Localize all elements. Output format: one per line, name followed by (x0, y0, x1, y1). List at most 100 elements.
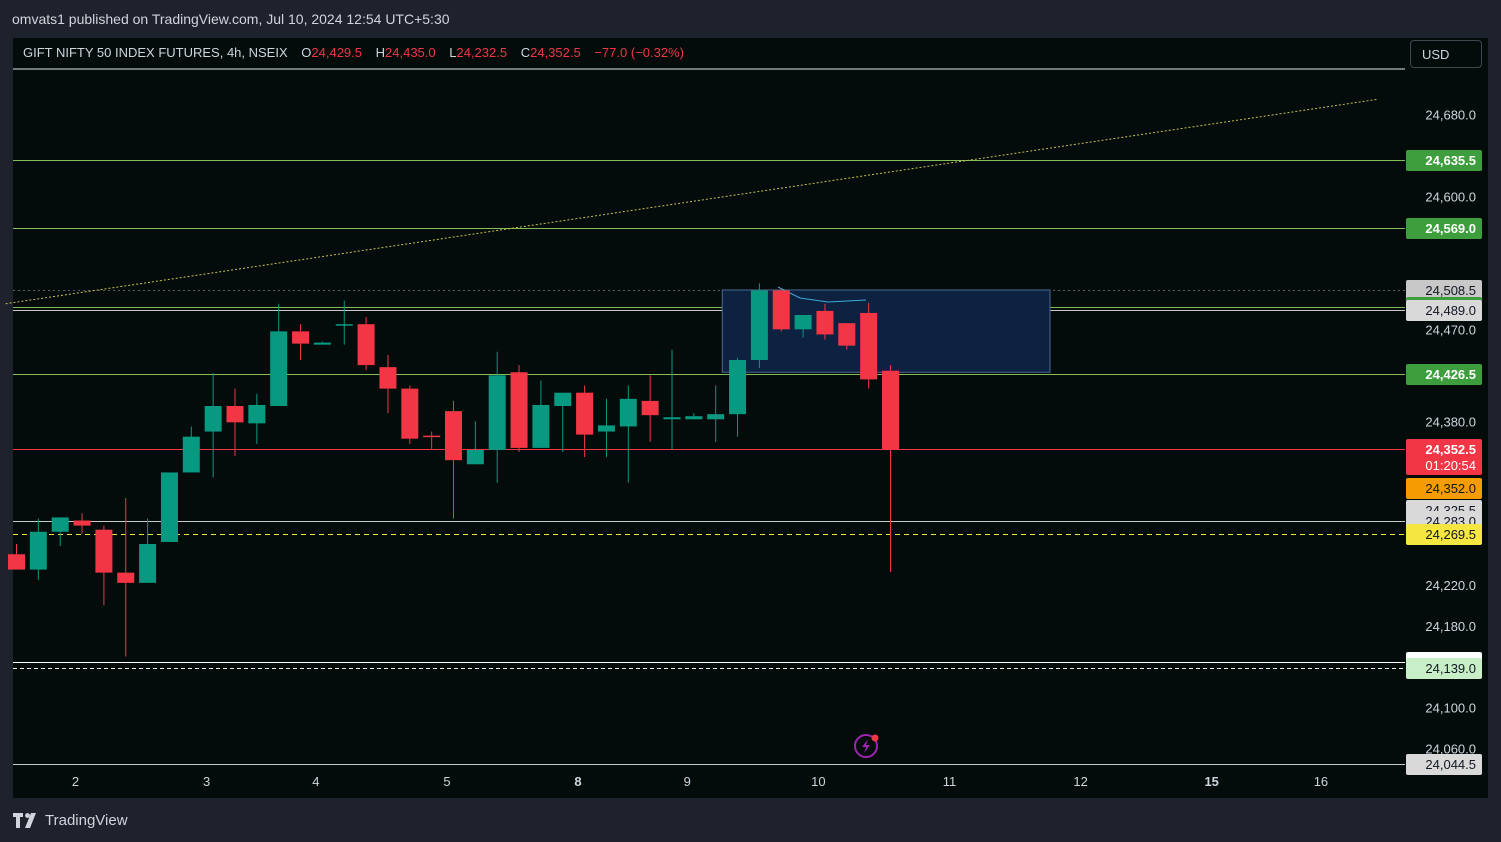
candle (95, 525, 113, 606)
notification-dot (871, 734, 879, 742)
candle (423, 431, 441, 450)
candle-body (51, 517, 69, 532)
candle-body (270, 331, 288, 406)
candle-body (139, 544, 157, 583)
x-tick-label: 9 (684, 774, 691, 789)
candle (182, 426, 200, 473)
candle (729, 357, 747, 437)
candle (379, 354, 397, 414)
y-tick-label: 24,180.0 (1425, 619, 1476, 634)
candle-body (8, 554, 25, 570)
candle (357, 317, 375, 371)
candle-body (663, 417, 681, 420)
price-label: 24,489.0 (1406, 300, 1482, 321)
candle-body (226, 405, 244, 423)
high-label: H (375, 45, 386, 60)
candle-body (423, 435, 441, 438)
candle (204, 373, 222, 478)
price-label-bg (1406, 478, 1482, 499)
close-value: 24,352.5 (530, 45, 581, 60)
price-label: 24,352.0 (1406, 478, 1482, 499)
candle-body (707, 414, 725, 420)
candle-body (860, 312, 878, 380)
candle-body (73, 520, 91, 526)
low-value: 24,232.5 (456, 45, 508, 60)
candle-body (532, 404, 550, 448)
price-label-bg (1406, 300, 1482, 321)
y-tick-label: 24,220.0 (1425, 578, 1476, 593)
lightning-icon (854, 734, 879, 758)
candle (488, 351, 506, 483)
y-tick-label: 24,380.0 (1425, 414, 1476, 429)
lightning-icon-bolt (862, 739, 870, 753)
price-label-bg (1406, 524, 1482, 545)
publish-header: omvats1 published on TradingView.com, Ju… (0, 0, 1501, 38)
price-label-text: 24,569.0 (1425, 221, 1476, 236)
candle-body (29, 531, 47, 570)
x-tick-label: 10 (811, 774, 825, 789)
candle (226, 388, 244, 457)
high-value: 24,435.0 (385, 45, 436, 60)
price-label-text: 24,508.5 (1425, 283, 1476, 298)
price-label: 24,569.0 (1406, 218, 1482, 239)
candle-body (750, 290, 768, 360)
candle (510, 365, 528, 452)
candle-body (882, 370, 899, 450)
candle-body (794, 314, 812, 330)
x-tick-label: 12 (1073, 774, 1087, 789)
price-label-bg (1406, 364, 1482, 385)
candle (750, 283, 768, 369)
x-tick-label: 5 (443, 774, 450, 789)
price-label-bg (1406, 280, 1482, 301)
candle-body (466, 449, 484, 465)
highlight-box (721, 289, 1051, 373)
candle (139, 518, 157, 583)
price-label-bg (1406, 754, 1482, 775)
candle-body (401, 388, 419, 439)
symbol-legend: GIFT NIFTY 50 INDEX FUTURES, 4h, NSEIX O… (23, 45, 684, 60)
open-value: 24,429.5 (311, 45, 362, 60)
tradingview-logo-icon (13, 813, 36, 828)
candle-body (576, 392, 594, 435)
candle-body (619, 398, 637, 427)
brand-name: TradingView (45, 812, 128, 829)
price-label: 24,508.5 (1406, 280, 1482, 301)
candle-body (292, 331, 310, 344)
candle-body (488, 375, 506, 450)
low-label: L (449, 45, 457, 60)
candle (51, 517, 69, 547)
candle-body (95, 529, 113, 573)
candle (554, 392, 572, 452)
y-tick-label: 24,680.0 (1425, 108, 1476, 123)
candle (816, 303, 834, 340)
x-tick-label: 8 (574, 774, 581, 789)
candle-body (597, 425, 615, 432)
candle-body (357, 324, 375, 366)
candle (882, 365, 899, 573)
y-tick-label: 24,060.0 (1425, 741, 1476, 756)
price-label-bg (1406, 150, 1482, 171)
price-label: 24,352.501:20:54 (1406, 439, 1482, 475)
publish-info: omvats1 published on TradingView.com, Ju… (12, 11, 450, 27)
price-label-bg (1406, 658, 1482, 679)
price-label: 24,139.0 (1406, 658, 1482, 679)
price-label: 24,426.5 (1406, 364, 1482, 385)
candle (663, 349, 681, 450)
candle (685, 413, 703, 420)
open-label: O (301, 45, 312, 60)
candle (838, 323, 856, 350)
currency-button[interactable]: USD (1410, 40, 1482, 68)
candle-body (510, 372, 528, 448)
candle (619, 385, 637, 483)
x-tick-label: 3 (203, 774, 210, 789)
candle (160, 472, 178, 542)
y-tick-label: 24,470.0 (1425, 322, 1476, 337)
symbol-title[interactable]: GIFT NIFTY 50 INDEX FUTURES, 4h, NSEIX (23, 45, 288, 60)
y-tick-label: 24,600.0 (1425, 189, 1476, 204)
candle-body (335, 324, 353, 326)
tradingview-logo[interactable]: TradingView (13, 812, 128, 829)
price-label-text: 24,426.5 (1425, 367, 1476, 382)
candle (576, 385, 594, 458)
price-label: 24,635.5 (1406, 150, 1482, 171)
